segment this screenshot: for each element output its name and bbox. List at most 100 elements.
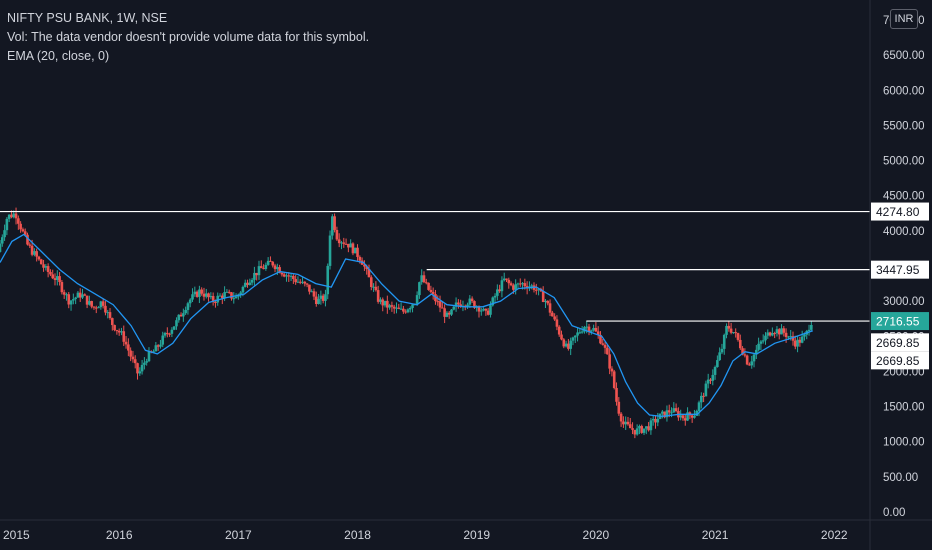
candle [294,275,297,285]
candle [14,207,18,225]
candle [232,292,236,304]
candle [496,284,499,301]
candle-body [159,344,162,347]
candle-body [617,401,621,414]
candle-body [445,312,449,317]
candle [810,320,813,331]
candle-body [188,299,192,304]
candle [85,295,89,309]
candle-body [369,277,373,288]
candle [745,354,749,366]
candle [690,414,694,423]
candle-body [718,352,721,361]
candle-body [782,328,786,333]
candle [331,214,334,240]
candle [225,289,229,293]
candle [58,272,61,286]
candle-body [138,371,142,374]
candle [177,314,181,323]
candle-body [14,213,18,219]
candle [617,397,621,416]
candle-body [383,300,387,306]
candle-body [500,280,504,292]
candle-body [108,312,112,319]
time-tick-label: 2019 [463,528,490,542]
candle-body [647,426,650,431]
candle-body [186,303,190,310]
candle [337,233,341,248]
candle [727,320,731,332]
currency-button[interactable]: INR [890,9,918,29]
candle-body [585,326,589,328]
candle [388,303,391,310]
candle [429,285,433,294]
candle-body [457,302,460,305]
candle-body [285,275,288,277]
candle-body [544,300,547,302]
candle-body [122,331,126,342]
candle [493,293,497,303]
candle [500,276,504,298]
candle-body [468,298,472,305]
candle-body [49,271,52,275]
ema-indicator-label[interactable]: EMA (20, close, 0) [7,49,110,63]
candle [706,373,710,389]
symbol-title[interactable]: NIFTY PSU BANK, 1W, NSE [7,11,168,25]
candle [587,323,591,336]
candle-body [722,334,726,349]
candle [198,285,201,304]
candle [622,416,625,428]
price-tick-label: 4000.00 [883,226,925,238]
candle-body [280,272,284,275]
time-axis[interactable]: 2015 2016 2017 2018 2019 2020 2021 2022 [3,528,848,542]
candle [35,248,38,262]
candle [722,333,726,355]
badge-text: 2716.55 [876,315,920,329]
candle [179,312,183,317]
candle-body [810,325,813,330]
candle [163,331,167,338]
badge-bg [871,260,929,279]
candle-body [333,216,336,230]
candle [427,282,430,291]
candle-body [557,326,561,335]
candle-body [166,332,169,334]
candle [647,422,650,432]
plain-price-badge: 2669.85 [871,333,929,352]
candle [289,273,293,282]
candle [259,260,263,269]
candle [333,213,336,233]
candle-body [541,291,545,302]
candle [264,262,268,271]
candle [546,300,550,306]
candle-body [761,340,765,342]
badge-text: 4274.80 [876,205,920,219]
candle [69,299,73,311]
candle-body [654,418,657,423]
candle [732,332,735,334]
candle-body [83,294,87,296]
candle [298,279,302,285]
candle-body [521,283,524,285]
candle-body [321,295,325,301]
candle-body [780,328,783,335]
candle [305,283,309,288]
candle [347,243,350,253]
candle-body [752,354,756,362]
candle-body [85,295,89,305]
candle-body [486,310,490,315]
volume-note: Vol: The data vendor doesn't provide vol… [7,30,370,44]
candle-body [429,289,433,293]
candle-body [693,415,696,418]
time-tick-label: 2022 [821,528,848,542]
candle-body [571,337,575,341]
candle-body [418,282,421,296]
candle [633,429,637,439]
candle [610,366,614,377]
candle-body [140,364,144,372]
candle [285,273,288,282]
candle-body [308,284,311,292]
candle-body [553,316,556,320]
candle [674,403,678,413]
